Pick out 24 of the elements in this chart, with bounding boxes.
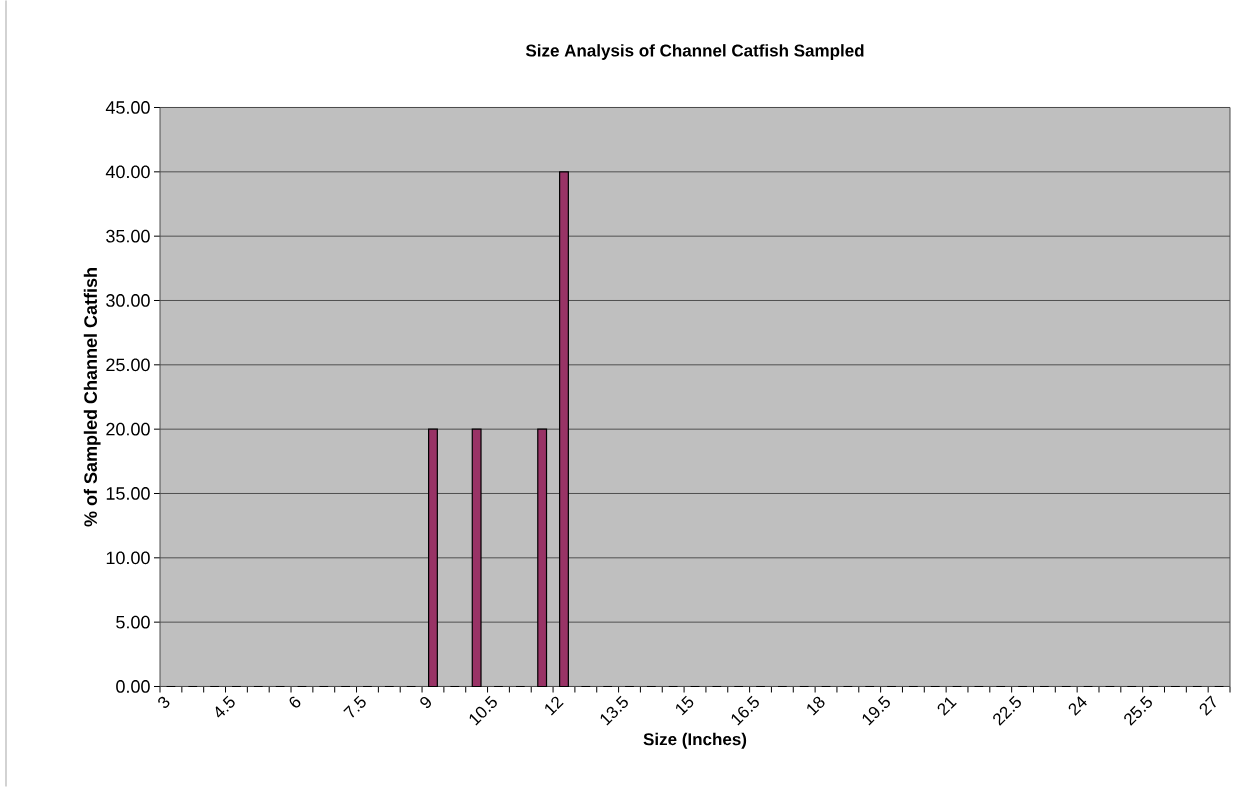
y-tick-label: 25.00 bbox=[106, 358, 150, 372]
y-tick-label: 45.00 bbox=[105, 101, 150, 114]
x-tick-label: 9 bbox=[420, 696, 431, 708]
y-tick-label: 20.00 bbox=[106, 422, 150, 436]
x-tick-label: 18 bbox=[807, 696, 825, 716]
x-tick-label: 6 bbox=[289, 696, 301, 708]
x-tick-label: 15 bbox=[676, 695, 694, 716]
y-tick-label: 10.00 bbox=[106, 551, 150, 565]
y-tick-label: 35.00 bbox=[106, 229, 150, 243]
y-tick-label: 40.00 bbox=[105, 165, 150, 179]
chart-title: Size Analysis of Channel Catfish Sampled bbox=[525, 44, 864, 60]
x-axis-title: Size (Inches) bbox=[643, 732, 747, 749]
y-axis-title: % of Sampled Channel Catfish bbox=[83, 268, 101, 527]
y-tick-label: 30.00 bbox=[106, 294, 150, 307]
y-tick-label: 0.00 bbox=[116, 680, 150, 693]
y-tick-label: 15.00 bbox=[106, 487, 150, 500]
x-tick-label: 4.5 bbox=[215, 695, 235, 718]
y-tick-label: 5.00 bbox=[116, 615, 150, 629]
x-tick-label: 3 bbox=[158, 696, 170, 708]
x-tick-label: 24 bbox=[1068, 696, 1087, 716]
x-tick-label: 27 bbox=[1199, 695, 1216, 716]
x-tick-label: 21 bbox=[937, 697, 957, 716]
x-tick-label: 7.5 bbox=[343, 695, 366, 718]
x-tick-label: 12 bbox=[545, 696, 564, 716]
